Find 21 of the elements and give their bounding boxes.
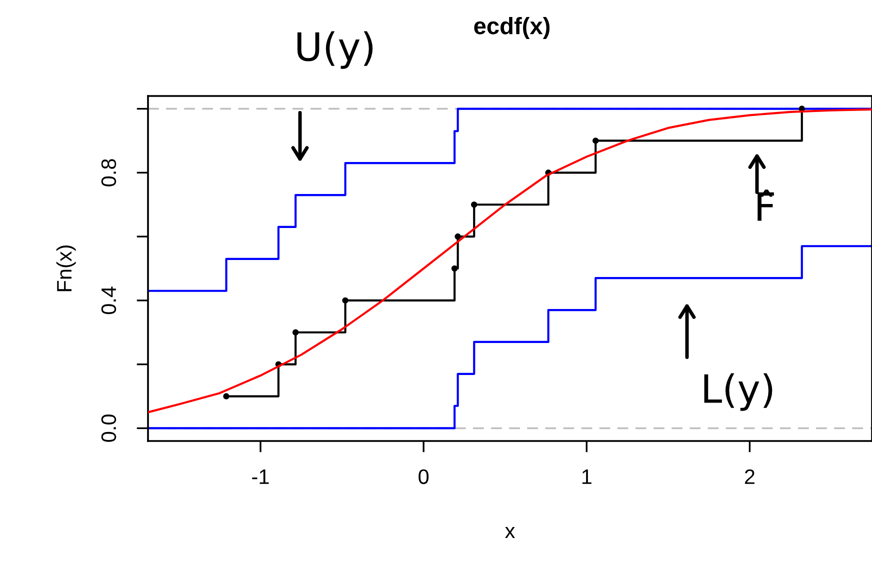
point xyxy=(592,138,599,144)
point xyxy=(342,297,348,304)
point xyxy=(292,329,299,336)
text: U(y) xyxy=(297,31,373,69)
x-axis-title: x xyxy=(505,527,515,538)
point xyxy=(223,393,230,400)
line-series xyxy=(148,108,872,414)
x-tick-label: 2 xyxy=(744,469,754,484)
x-tick-label: -1 xyxy=(252,470,269,484)
x-tick-label: 0 xyxy=(418,469,429,484)
x-tick-label: 1 xyxy=(582,470,592,484)
y-tick-label: 0.0 xyxy=(101,414,116,442)
point xyxy=(451,265,458,272)
point xyxy=(471,201,478,208)
annotation: L(y) xyxy=(704,373,772,411)
y-tick-label: 0.8 xyxy=(101,159,116,186)
chart-title: ecdf(x) xyxy=(474,16,550,40)
annotation: F̂ xyxy=(758,190,774,221)
y-tick-label: 0.4 xyxy=(101,286,116,314)
y-axis-title: Fn(x) xyxy=(56,245,76,292)
point xyxy=(454,233,461,240)
